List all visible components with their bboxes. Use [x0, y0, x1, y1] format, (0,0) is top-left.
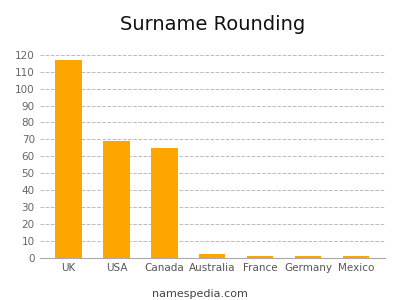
Bar: [151, 148, 178, 258]
Text: namespedia.com: namespedia.com: [152, 289, 248, 299]
Bar: [103, 141, 130, 258]
Title: Surname Rounding: Surname Rounding: [120, 15, 305, 34]
Bar: [295, 256, 321, 258]
Bar: [343, 256, 369, 258]
Bar: [199, 254, 226, 258]
Bar: [247, 256, 274, 258]
Bar: [55, 60, 82, 258]
